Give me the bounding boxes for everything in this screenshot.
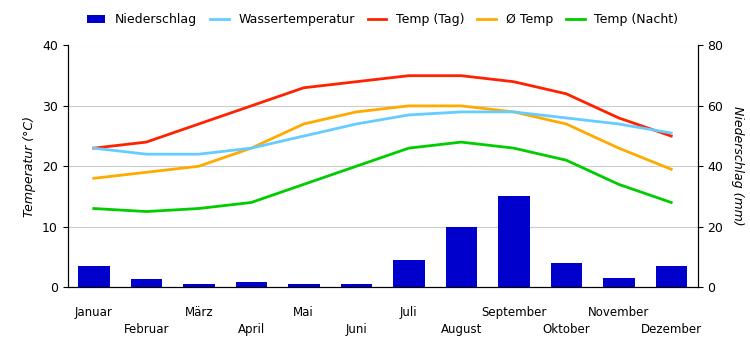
Text: Dezember: Dezember [640,323,702,336]
Text: Januar: Januar [75,307,112,320]
Text: Juli: Juli [400,307,418,320]
Bar [550,263,582,287]
Text: August: August [440,323,482,336]
Text: Juni: Juni [345,323,368,336]
Y-axis label: Temperatur (°C): Temperatur (°C) [23,116,36,217]
Text: Oktober: Oktober [542,323,590,336]
Text: September: September [481,307,547,320]
Bar [340,284,372,287]
Bar [393,260,424,287]
Text: April: April [238,323,265,336]
Text: März: März [184,307,213,320]
Bar [78,266,110,287]
Text: November: November [588,307,650,320]
Bar [130,279,162,287]
Bar [288,284,320,287]
Legend: Niederschlag, Wassertemperatur, Temp (Tag), Ø Temp, Temp (Nacht): Niederschlag, Wassertemperatur, Temp (Ta… [82,8,683,31]
Bar [236,282,267,287]
Y-axis label: Niederschlag (mm): Niederschlag (mm) [731,106,744,226]
Bar [498,196,530,287]
Bar [603,278,634,287]
Text: Februar: Februar [124,323,169,336]
Text: Mai: Mai [293,307,314,320]
Bar [183,284,214,287]
Bar [446,227,477,287]
Bar [656,266,687,287]
